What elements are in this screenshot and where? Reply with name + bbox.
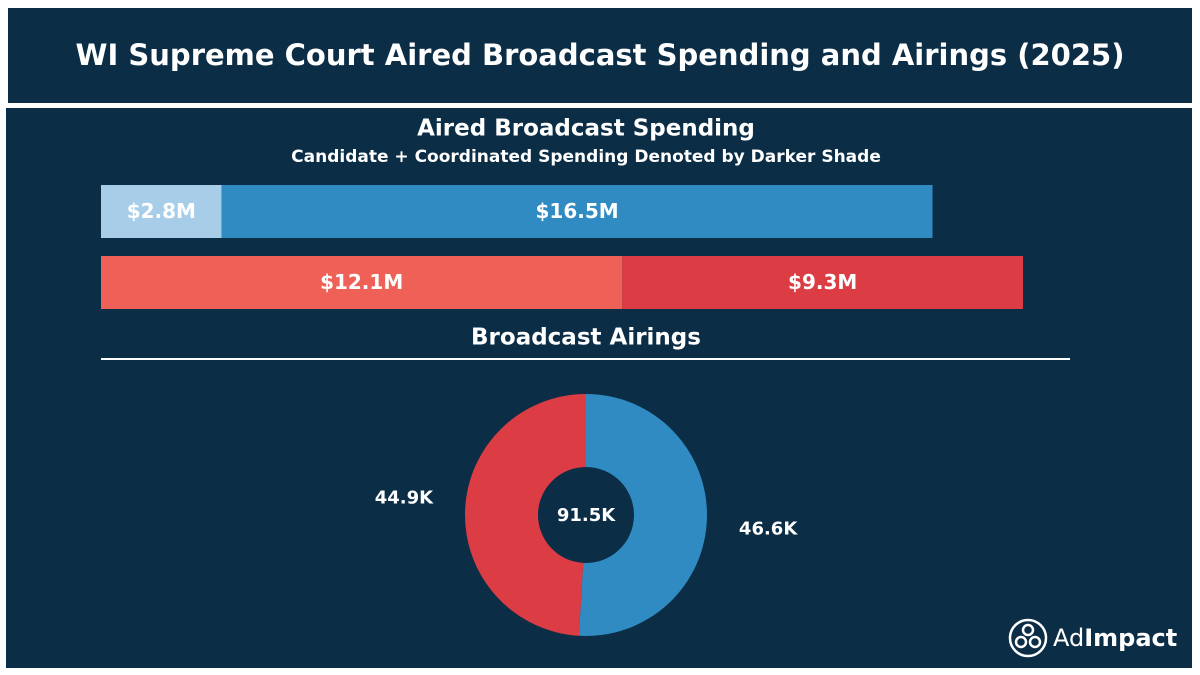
data-label: 46.6K — [739, 518, 798, 539]
bar-subtitle: Candidate + Coordinated Spending Denoted… — [291, 147, 881, 167]
page-title: WI Supreme Court Aired Broadcast Spendin… — [76, 38, 1125, 72]
logo-dot — [1014, 635, 1028, 649]
title-panel — [8, 8, 1192, 103]
logo-text: AdImpact — [1053, 624, 1177, 652]
logo-ring — [1008, 618, 1048, 658]
donut-slice — [578, 394, 708, 636]
bar-segment — [101, 256, 623, 309]
logo-light: Ad — [1053, 624, 1084, 652]
bar-segment — [101, 185, 222, 238]
data-label: $16.5M — [535, 199, 618, 223]
bar-segment — [622, 256, 1023, 309]
logo: AdImpact — [1008, 618, 1177, 658]
center-label: 91.5K — [557, 505, 616, 526]
bar-title: Aired Broadcast Spending — [417, 116, 755, 142]
pie-title: Broadcast Airings — [471, 325, 701, 351]
donut-slice — [465, 394, 586, 636]
data-label: 44.9K — [375, 488, 434, 509]
data-label: $2.8M — [127, 199, 196, 223]
bar-segment — [221, 185, 933, 238]
logo-bold: Impact — [1084, 624, 1177, 652]
logo-dot — [1028, 635, 1042, 649]
data-label: $9.3M — [788, 270, 857, 294]
data-label: $12.1M — [320, 270, 403, 294]
logo-dot — [1021, 623, 1035, 637]
